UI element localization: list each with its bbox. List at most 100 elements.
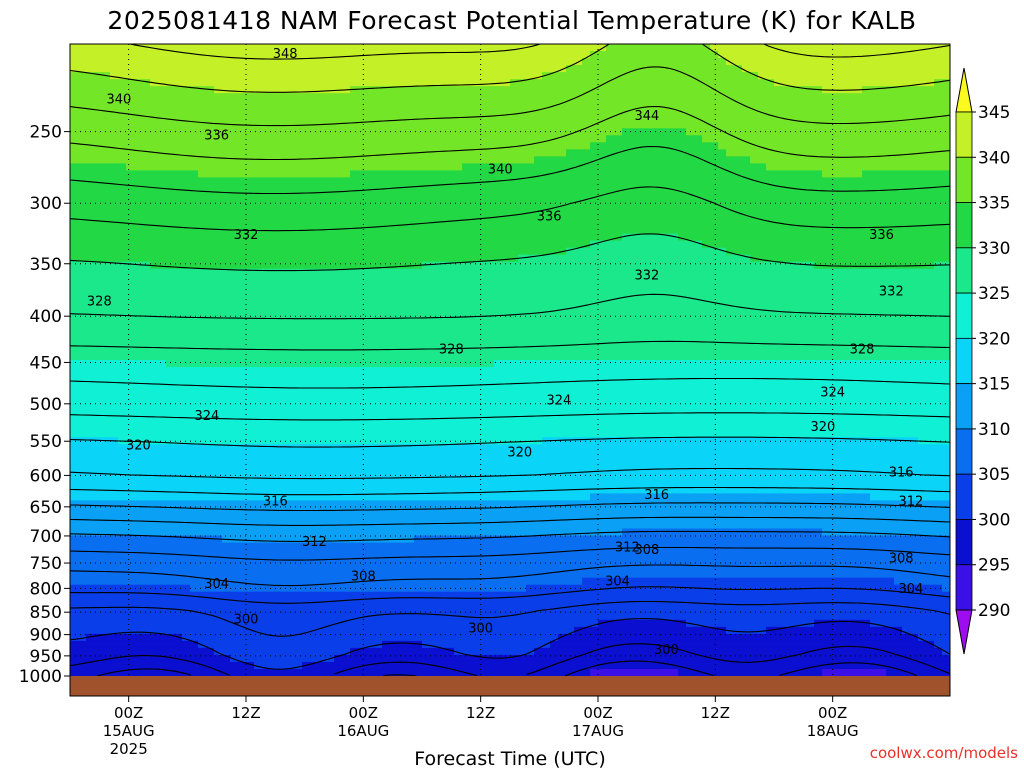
field-cell xyxy=(822,254,831,263)
field-cell xyxy=(254,254,263,263)
field-cell xyxy=(518,198,527,207)
field-cell xyxy=(902,58,911,66)
field-cell xyxy=(622,303,631,312)
field-cell xyxy=(454,247,463,256)
field-cell xyxy=(222,149,231,157)
field-cell xyxy=(382,86,391,94)
field-cell xyxy=(902,100,911,108)
field-cell xyxy=(302,310,311,319)
field-cell xyxy=(710,317,719,326)
field-cell xyxy=(126,79,135,87)
field-cell xyxy=(758,114,767,122)
field-cell xyxy=(486,226,495,235)
field-cell xyxy=(494,121,503,129)
field-cell xyxy=(462,247,471,256)
field-cell xyxy=(750,205,759,214)
field-cell xyxy=(558,128,567,136)
field-cell xyxy=(254,303,263,312)
field-cell xyxy=(150,303,159,312)
field-cell xyxy=(558,254,567,263)
field-cell xyxy=(390,149,399,157)
field-cell xyxy=(550,72,559,80)
field-cell xyxy=(158,310,167,319)
field-cell xyxy=(478,289,487,298)
field-cell xyxy=(462,163,471,171)
field-cell xyxy=(102,205,111,214)
field-cell xyxy=(918,191,927,200)
field-cell xyxy=(662,296,671,305)
field-cell xyxy=(846,65,855,73)
field-cell xyxy=(462,282,471,291)
field-cell xyxy=(174,114,183,122)
field-cell xyxy=(558,79,567,87)
field-cell xyxy=(230,65,239,73)
field-cell xyxy=(670,114,679,122)
field-cell xyxy=(622,282,631,291)
field-cell xyxy=(110,254,119,263)
field-cell xyxy=(638,149,647,157)
field-cell xyxy=(830,128,839,136)
field-cell xyxy=(358,275,367,284)
field-cell xyxy=(438,191,447,200)
field-cell xyxy=(358,135,367,143)
field-cell xyxy=(574,86,583,94)
field-cell xyxy=(110,198,119,207)
field-cell xyxy=(814,310,823,319)
field-cell xyxy=(918,93,927,101)
field-cell xyxy=(310,191,319,200)
field-cell xyxy=(70,331,79,340)
field-cell xyxy=(134,338,143,347)
field-cell xyxy=(430,191,439,200)
field-cell xyxy=(942,79,950,87)
field-cell xyxy=(790,345,799,354)
field-cell xyxy=(358,352,367,361)
field-cell xyxy=(462,128,471,136)
field-cell xyxy=(566,142,575,150)
field-cell xyxy=(694,177,703,186)
field-cell xyxy=(150,51,159,59)
field-cell xyxy=(414,360,423,368)
field-cell xyxy=(710,184,719,193)
field-cell xyxy=(814,331,823,340)
field-cell xyxy=(238,184,247,193)
field-cell xyxy=(182,212,191,221)
field-cell xyxy=(782,296,791,305)
field-cell xyxy=(142,282,151,291)
field-cell xyxy=(638,191,647,200)
field-cell xyxy=(398,79,407,87)
field-cell xyxy=(358,191,367,200)
field-cell xyxy=(894,121,903,129)
field-cell xyxy=(902,170,911,179)
field-cell xyxy=(478,65,487,73)
field-cell xyxy=(918,128,927,136)
field-cell xyxy=(550,240,559,249)
field-cell xyxy=(862,44,871,52)
field-cell xyxy=(566,170,575,179)
field-cell xyxy=(302,72,311,80)
field-cell xyxy=(582,338,591,347)
field-cell xyxy=(486,268,495,277)
field-cell xyxy=(934,205,943,214)
field-cell xyxy=(662,352,671,361)
field-cell xyxy=(486,233,495,242)
field-cell xyxy=(750,44,759,52)
field-cell xyxy=(310,360,319,368)
field-cell xyxy=(406,184,415,193)
field-cell xyxy=(686,51,695,59)
field-cell xyxy=(494,142,503,150)
field-cell xyxy=(254,240,263,249)
field-cell xyxy=(374,233,383,242)
field-cell xyxy=(150,107,159,115)
field-cell xyxy=(310,135,319,143)
field-cell xyxy=(318,233,327,242)
field-cell xyxy=(222,289,231,298)
field-cell xyxy=(782,100,791,108)
field-cell xyxy=(94,128,103,136)
field-cell xyxy=(142,51,151,59)
field-cell xyxy=(198,79,207,87)
field-cell xyxy=(798,72,807,80)
field-cell xyxy=(750,324,759,333)
field-cell xyxy=(894,107,903,115)
field-cell xyxy=(366,226,375,235)
field-cell xyxy=(670,51,679,59)
